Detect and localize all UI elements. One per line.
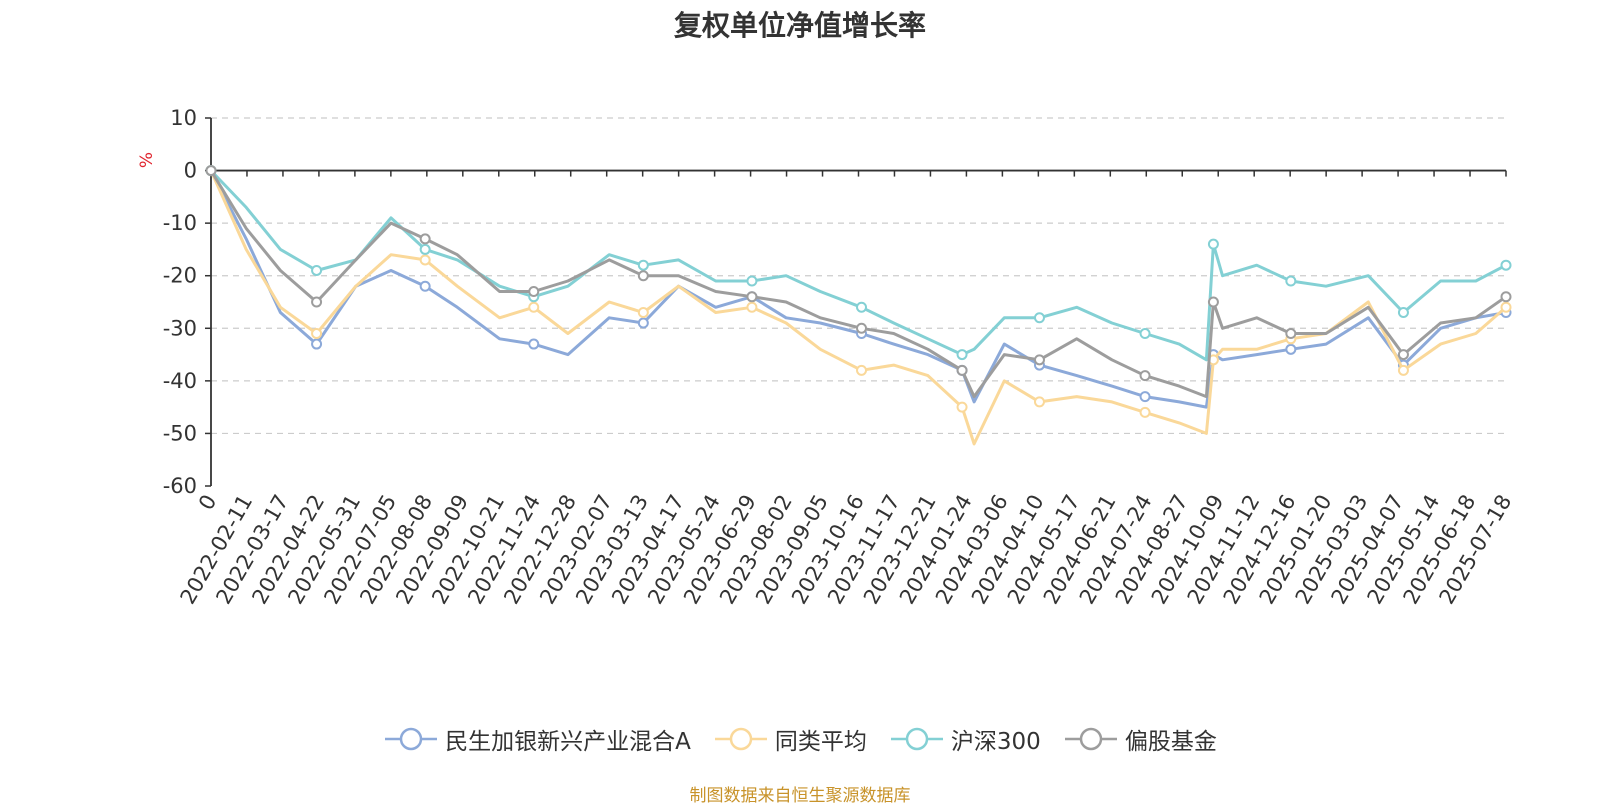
series-point — [311, 338, 323, 350]
series-point — [1285, 343, 1297, 355]
series-point — [1285, 328, 1297, 340]
series-point — [856, 322, 868, 334]
series-point — [1207, 296, 1219, 308]
y-tick-label: -30 — [163, 316, 197, 340]
y-tick-label: -50 — [163, 421, 197, 445]
series-point — [1397, 307, 1409, 319]
series-point — [1033, 312, 1045, 324]
legend-label: 民生加银新兴产业混合A — [445, 729, 691, 755]
series-point — [1207, 238, 1219, 250]
legend-item[interactable]: 沪深300 — [889, 722, 1041, 756]
legend-item[interactable]: 偏股基金 — [1063, 722, 1217, 756]
series-point — [637, 307, 649, 319]
series-point — [856, 364, 868, 376]
series-point — [1285, 275, 1297, 287]
x-tick-label: 0 — [194, 491, 221, 515]
line-chart: 100-10-20-30-40-50-6002022-02-112022-03-… — [137, 106, 1517, 608]
series-point — [746, 291, 758, 303]
legend-label: 同类平均 — [774, 729, 867, 755]
series-point — [1500, 301, 1512, 313]
series-3 — [205, 165, 1512, 399]
series-point — [311, 264, 323, 276]
y-tick-label: -20 — [163, 264, 197, 288]
series-point — [1397, 349, 1409, 361]
series-1 — [205, 165, 1512, 446]
legend-item[interactable]: 民生加银新兴产业混合A — [383, 722, 691, 756]
series-line — [209, 169, 1508, 409]
series-point — [419, 254, 431, 266]
series-point — [956, 349, 968, 361]
legend-label: 沪深300 — [950, 729, 1041, 755]
series-point — [956, 364, 968, 376]
series-point — [1397, 364, 1409, 376]
y-tick-label: 10 — [170, 106, 197, 130]
series-point — [419, 233, 431, 245]
series-point — [1500, 291, 1512, 303]
series-point — [1139, 328, 1151, 340]
series-point — [1139, 391, 1151, 403]
axis-layer: 100-10-20-30-40-50-6002022-02-112022-03-… — [163, 106, 1517, 608]
series-point — [1033, 396, 1045, 408]
legend-swatch-icon — [890, 727, 943, 751]
legend-label: 偏股基金 — [1124, 729, 1217, 755]
legend-item[interactable]: 同类平均 — [713, 722, 867, 756]
series-point — [528, 338, 540, 350]
series-point — [528, 285, 540, 297]
series-point — [746, 275, 758, 287]
series-point — [419, 243, 431, 255]
series-line — [209, 169, 1508, 362]
series-point — [856, 301, 868, 313]
series-point — [419, 280, 431, 292]
series-layer — [205, 165, 1512, 446]
series-point — [1033, 354, 1045, 366]
series-line — [209, 169, 1508, 399]
legend-swatch-icon — [1064, 727, 1117, 751]
y-tick-label: -40 — [163, 369, 197, 393]
series-point — [528, 301, 540, 313]
series-point — [637, 270, 649, 282]
series-point — [1500, 259, 1512, 271]
source-note: 制图数据来自恒生聚源数据库 — [689, 786, 911, 806]
series-point — [311, 328, 323, 340]
chart-title: 复权单位净值增长率 — [673, 9, 926, 42]
series-point — [1139, 406, 1151, 418]
legend-swatch-icon — [385, 727, 438, 751]
legend-swatch-icon — [714, 727, 767, 751]
y-tick-label: -60 — [163, 474, 197, 498]
series-point — [1139, 370, 1151, 382]
series-line — [209, 169, 1508, 446]
series-point — [311, 296, 323, 308]
y-tick-label: 0 — [184, 159, 197, 183]
chart-legend: 民生加银新兴产业混合A 同类平均 沪深300 偏股基金 — [0, 722, 1600, 756]
series-point — [956, 401, 968, 413]
y-tick-label: -10 — [163, 211, 197, 235]
series-point — [637, 317, 649, 329]
series-point — [205, 165, 217, 177]
series-point — [637, 259, 649, 271]
series-point — [746, 301, 758, 313]
y-axis-label: % — [137, 152, 157, 168]
